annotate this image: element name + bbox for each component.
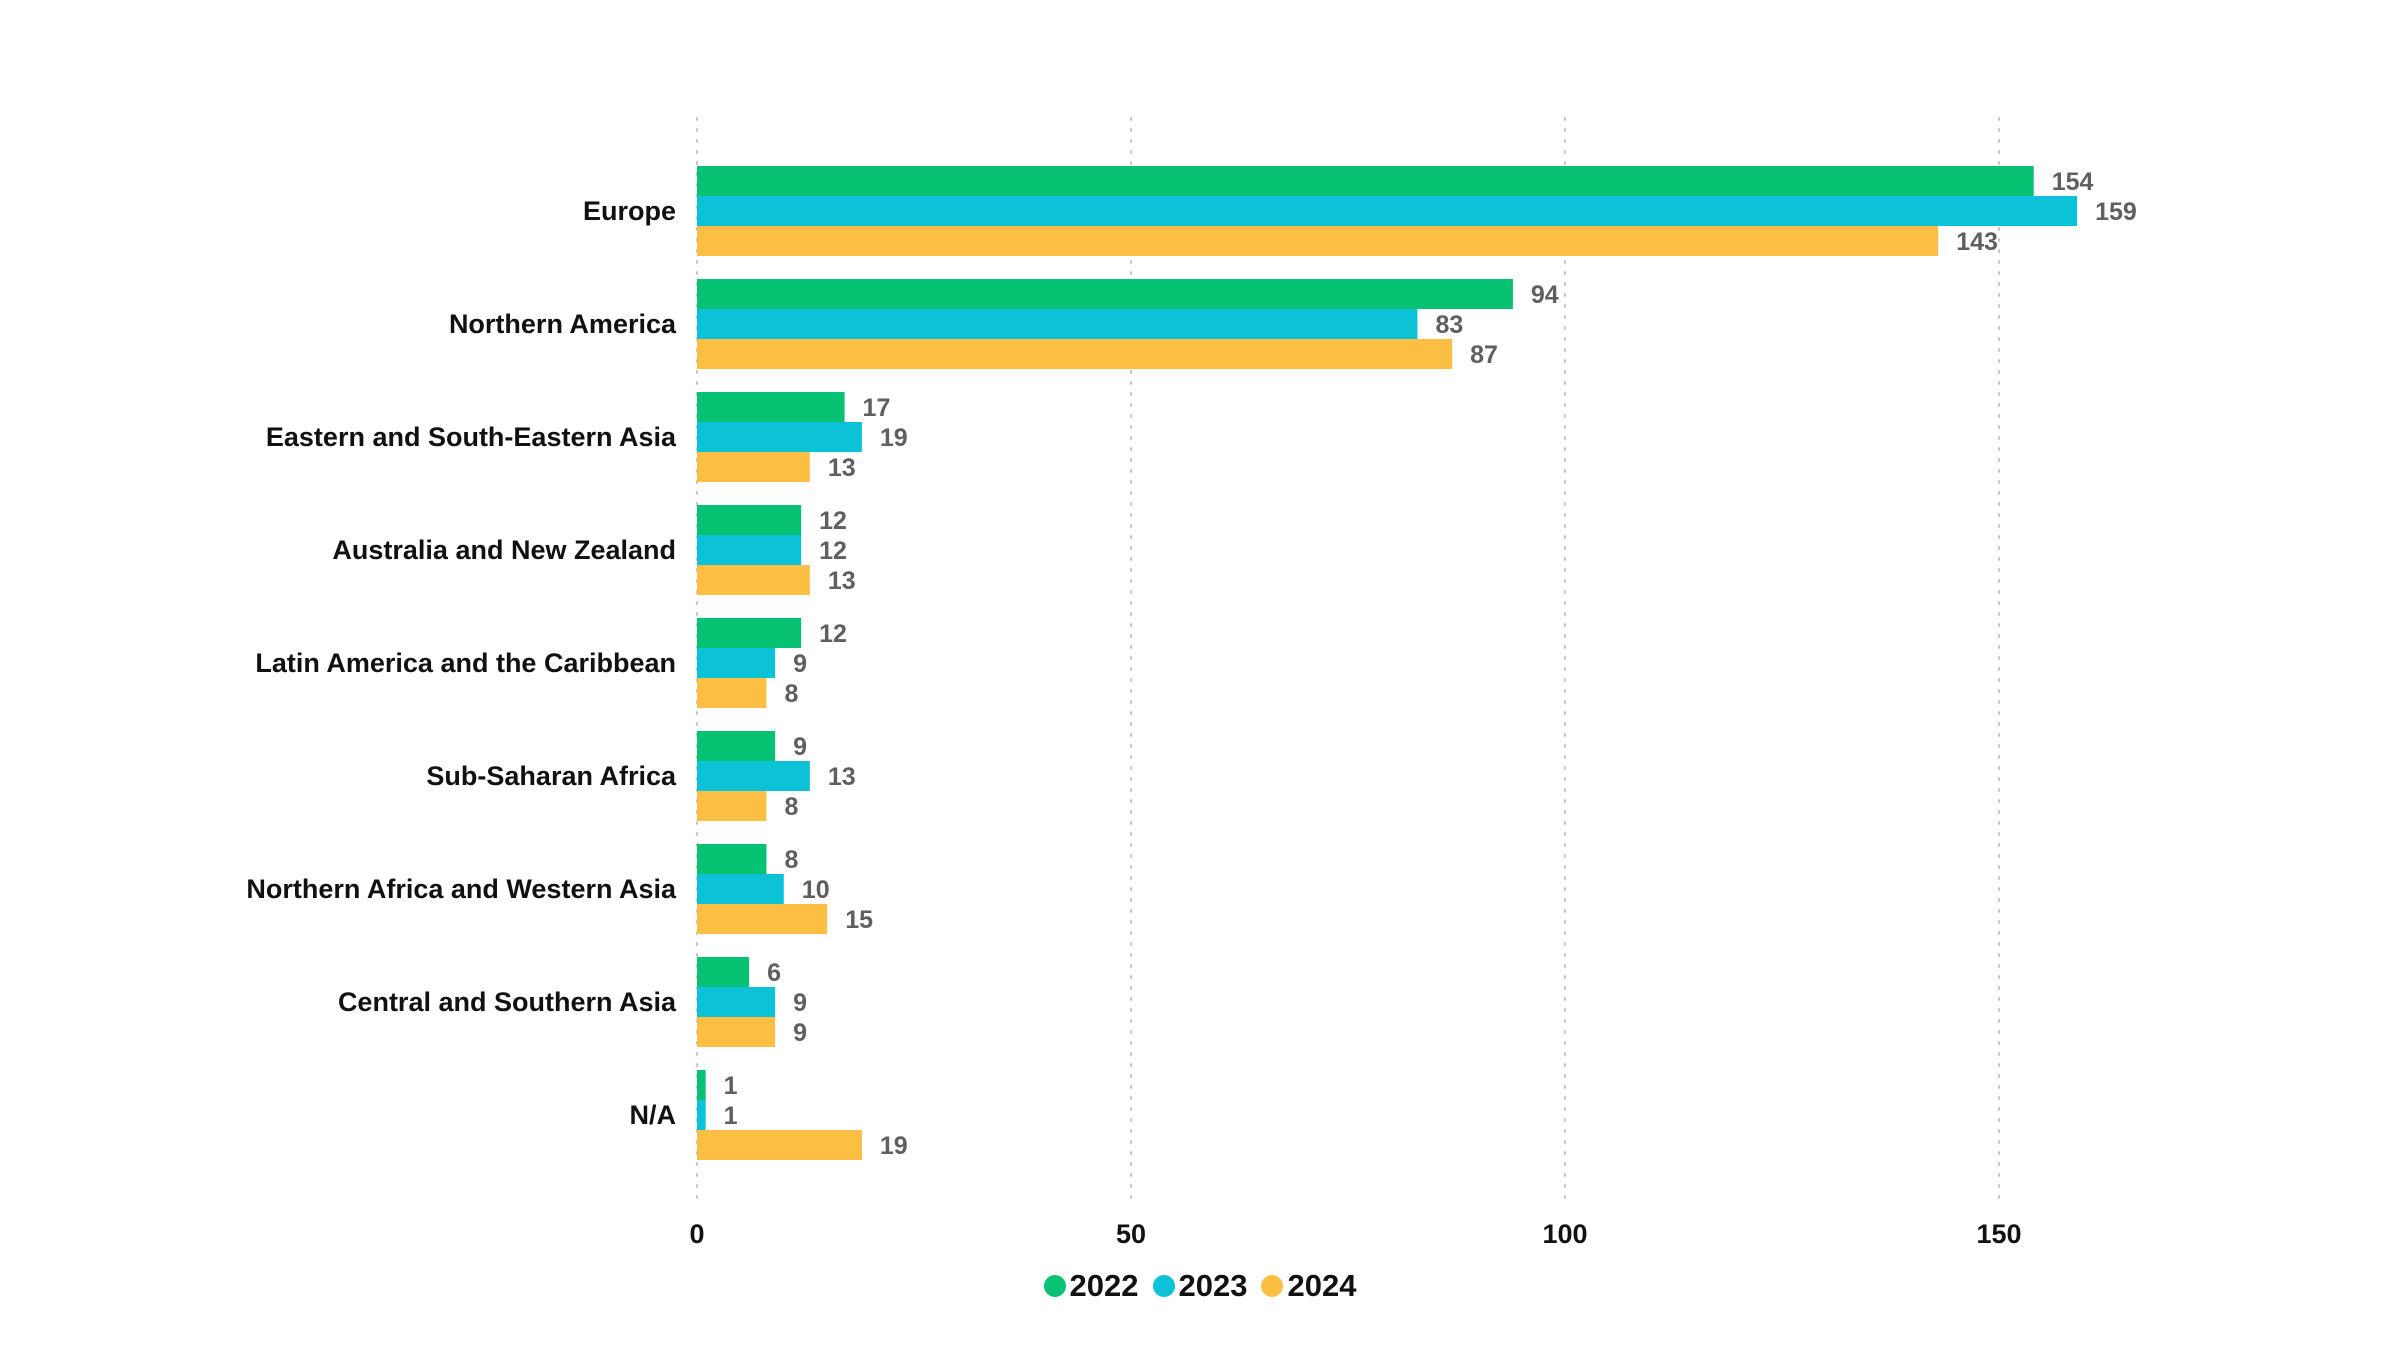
category-label-sub-saharan-africa: Sub-Saharan Africa — [426, 761, 677, 791]
bar-eastern-and-south-eastern-asia-2023 — [697, 422, 862, 452]
bar-sub-saharan-africa-2023 — [697, 761, 810, 791]
value-label-northern-africa-and-western-asia-2024: 15 — [845, 906, 873, 934]
value-label-australia-and-new-zealand-2024: 13 — [828, 567, 856, 595]
bar-central-and-southern-asia-2022 — [697, 957, 750, 987]
value-label-central-and-southern-asia-2023: 9 — [793, 989, 807, 1017]
value-label-northern-africa-and-western-asia-2022: 8 — [784, 846, 798, 874]
bar-australia-and-new-zealand-2024 — [697, 565, 810, 595]
value-label-latin-america-and-the-caribbean-2023: 9 — [793, 650, 807, 678]
bar-northern-america-2024 — [697, 339, 1453, 369]
bar-eastern-and-south-eastern-asia-2024 — [697, 452, 810, 482]
bar-europe-2024 — [697, 226, 1939, 256]
bar-eastern-and-south-eastern-asia-2022 — [697, 392, 845, 422]
value-label-eastern-and-south-eastern-asia-2024: 13 — [828, 454, 856, 482]
legend-item-2022: 2022 — [1043, 1268, 1139, 1304]
value-label-australia-and-new-zealand-2022: 12 — [819, 507, 847, 535]
bar-europe-2023 — [697, 196, 2078, 226]
value-label-australia-and-new-zealand-2023: 12 — [819, 537, 847, 565]
legend-item-2023: 2023 — [1152, 1268, 1248, 1304]
legend-dot-icon — [1261, 1275, 1284, 1297]
value-label-northern-africa-and-western-asia-2023: 10 — [802, 876, 830, 904]
x-tick-label-0: 0 — [689, 1219, 704, 1249]
bar-australia-and-new-zealand-2023 — [697, 535, 802, 565]
bar-northern-africa-and-western-asia-2023 — [697, 874, 784, 904]
x-tick-label-100: 100 — [1542, 1219, 1587, 1249]
value-label-n-a-2024: 19 — [880, 1132, 908, 1160]
value-label-europe-2024: 143 — [1956, 228, 1998, 256]
bar-central-and-southern-asia-2023 — [697, 987, 776, 1017]
bar-australia-and-new-zealand-2022 — [697, 505, 802, 535]
value-label-northern-america-2023: 83 — [1435, 311, 1463, 339]
legend-label-2024: 2024 — [1287, 1268, 1357, 1303]
legend: 2022 2023 2024 — [0, 1268, 2400, 1304]
value-label-eastern-and-south-eastern-asia-2022: 17 — [863, 394, 891, 422]
value-label-central-and-southern-asia-2024: 9 — [793, 1019, 807, 1047]
bar-central-and-southern-asia-2024 — [697, 1017, 776, 1047]
bar-latin-america-and-the-caribbean-2022 — [697, 618, 802, 648]
value-label-n-a-2022: 1 — [724, 1072, 738, 1100]
category-label-northern-africa-and-western-asia: Northern Africa and Western Asia — [246, 874, 677, 904]
value-label-n-a-2023: 1 — [724, 1102, 738, 1130]
legend-dot-icon — [1152, 1275, 1175, 1297]
category-label-eastern-and-south-eastern-asia: Eastern and South-Eastern Asia — [266, 422, 677, 452]
bar-n-a-2024 — [697, 1130, 862, 1160]
bar-n-a-2022 — [697, 1070, 706, 1100]
bar-n-a-2023 — [697, 1100, 706, 1130]
bar-sub-saharan-africa-2022 — [697, 731, 776, 761]
value-label-europe-2022: 154 — [2052, 168, 2094, 196]
value-label-northern-america-2024: 87 — [1470, 341, 1498, 369]
legend-dot-icon — [1043, 1275, 1066, 1297]
legend-item-2024: 2024 — [1261, 1268, 1356, 1304]
bar-sub-saharan-africa-2024 — [697, 791, 767, 821]
x-tick-label-50: 50 — [1116, 1219, 1146, 1249]
value-label-sub-saharan-africa-2023: 13 — [828, 763, 856, 791]
bar-northern-africa-and-western-asia-2022 — [697, 844, 767, 874]
bar-europe-2022 — [697, 166, 2034, 196]
bar-northern-america-2022 — [697, 279, 1513, 309]
value-label-europe-2023: 159 — [2095, 198, 2137, 226]
category-label-australia-and-new-zealand: Australia and New Zealand — [332, 535, 676, 565]
legend-label-2023: 2023 — [1178, 1268, 1248, 1303]
value-label-sub-saharan-africa-2024: 8 — [784, 793, 798, 821]
value-label-sub-saharan-africa-2022: 9 — [793, 733, 807, 761]
bar-northern-africa-and-western-asia-2024 — [697, 904, 828, 934]
value-label-latin-america-and-the-caribbean-2022: 12 — [819, 620, 847, 648]
value-label-central-and-southern-asia-2022: 6 — [767, 959, 781, 987]
category-label-northern-america: Northern America — [449, 309, 677, 339]
category-label-central-and-southern-asia: Central and Southern Asia — [338, 987, 677, 1017]
legend-label-2022: 2022 — [1069, 1268, 1139, 1303]
value-label-latin-america-and-the-caribbean-2024: 8 — [784, 680, 798, 708]
x-tick-label-150: 150 — [1976, 1219, 2021, 1249]
category-label-europe: Europe — [583, 196, 676, 226]
bar-latin-america-and-the-caribbean-2023 — [697, 648, 776, 678]
category-label-latin-america-and-the-caribbean: Latin America and the Caribbean — [255, 648, 676, 678]
value-label-eastern-and-south-eastern-asia-2023: 19 — [880, 424, 908, 452]
bar-northern-america-2023 — [697, 309, 1418, 339]
bar-latin-america-and-the-caribbean-2024 — [697, 678, 767, 708]
category-label-n-a: N/A — [630, 1100, 677, 1130]
value-label-northern-america-2022: 94 — [1531, 281, 1559, 309]
